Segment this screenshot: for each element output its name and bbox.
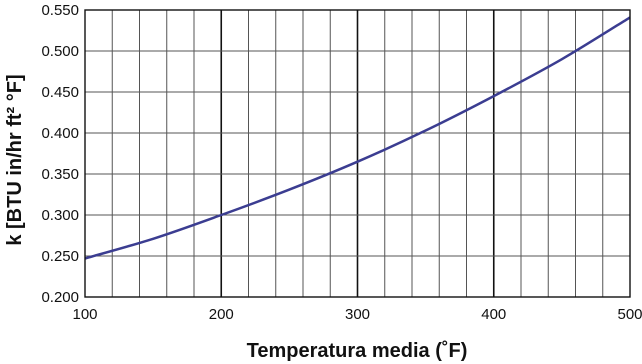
y-tick-label: 0.500 [41,43,79,60]
x-tick-label: 500 [617,306,642,323]
x-tick-label: 200 [209,306,234,323]
plot-frame [84,9,631,298]
x-tick-label: 100 [72,306,97,323]
y-tick-label: 0.200 [41,289,79,306]
y-tick-label: 0.350 [41,166,79,183]
x-axis-label: Temperatura media (˚F) [247,339,468,362]
data-line [84,16,631,260]
y-axis-label: k [BTU in/hr ft² °F] [4,74,26,245]
x-tick-labels: 100 200 300 400 500 [72,306,642,323]
y-tick-label: 0.300 [41,207,79,224]
y-tick-label: 0.250 [41,248,79,265]
x-tick-label: 400 [481,306,506,323]
y-tick-label: 0.450 [41,84,79,101]
y-tick-label: 0.550 [41,2,79,19]
y-tick-labels: 0.200 0.250 0.300 0.350 0.400 0.450 0.500 0.550 [41,2,79,306]
grid [85,10,630,297]
y-tick-label: 0.400 [41,125,79,142]
x-tick-label: 300 [345,306,370,323]
